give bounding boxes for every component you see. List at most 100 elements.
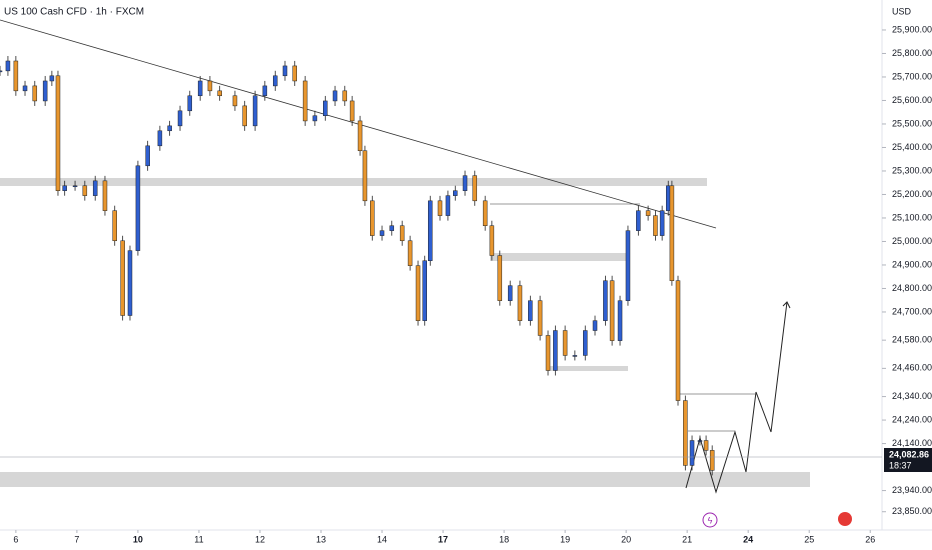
y-tick-label: 23,850.00	[892, 506, 932, 516]
candle-body	[437, 200, 443, 216]
y-tick-label: 23,940.00	[892, 485, 932, 495]
candle-body	[407, 240, 413, 266]
candle-body	[82, 185, 88, 196]
y-tick-label: 24,340.00	[892, 391, 932, 401]
candle-body	[675, 280, 681, 401]
y-tick-label: 24,700.00	[892, 306, 932, 316]
y-tick-label: 25,700.00	[892, 71, 932, 81]
candle-body	[262, 85, 268, 97]
x-tick-label: 20	[621, 534, 631, 544]
y-tick-label: 25,000.00	[892, 236, 932, 246]
candle-body	[13, 60, 19, 92]
candle-body	[22, 85, 28, 92]
x-tick-label: 6	[13, 534, 18, 544]
support-zone	[0, 472, 810, 487]
candle-body	[145, 145, 150, 167]
zone	[548, 366, 628, 371]
candle-body	[625, 230, 631, 301]
candle-body	[482, 200, 488, 226]
y-tick-label: 24,140.00	[892, 438, 932, 448]
candle-body	[703, 440, 709, 451]
candle-body	[292, 65, 298, 82]
candle-body	[603, 280, 608, 321]
event-icon-glyph: ϟ	[708, 515, 713, 525]
candle-body	[453, 190, 458, 196]
candle-body	[665, 185, 671, 211]
y-tick-label: 24,800.00	[892, 283, 932, 293]
candle-body	[517, 285, 523, 321]
candle-body	[617, 300, 623, 341]
candle-body	[653, 215, 658, 236]
candle-body	[127, 250, 133, 316]
x-tick-label: 19	[560, 534, 570, 544]
candle-body	[572, 355, 578, 357]
candle-body	[545, 335, 551, 371]
y-tick-label: 24,900.00	[892, 259, 932, 269]
x-tick-label: 13	[316, 534, 326, 544]
candle-body	[697, 440, 703, 442]
candle-body	[55, 75, 61, 191]
candle-body	[399, 225, 405, 242]
y-tick-label: 25,100.00	[892, 212, 932, 222]
candle-body	[507, 285, 513, 301]
candle-body	[72, 185, 78, 188]
candle-body	[427, 200, 433, 261]
candle-body	[332, 90, 338, 102]
y-tick-label: 25,300.00	[892, 165, 932, 175]
candle-body	[489, 225, 495, 256]
x-tick-label: 25	[804, 534, 814, 544]
candle-body	[609, 280, 615, 341]
candle-body	[528, 300, 533, 321]
y-tick-label: 25,400.00	[892, 142, 932, 152]
candle-body	[415, 265, 421, 321]
candle-body	[445, 195, 451, 216]
y-tick-label: 24,460.00	[892, 363, 932, 373]
candle-body	[562, 330, 568, 356]
zone	[490, 253, 630, 261]
candle-body	[582, 330, 588, 356]
candle-body	[120, 240, 125, 316]
x-tick-label: 14	[377, 534, 387, 544]
annotations: ϟ	[0, 0, 932, 531]
x-tick-label: 26	[865, 534, 875, 544]
y-tick-label: 25,500.00	[892, 118, 932, 128]
candle-body	[689, 440, 695, 466]
projection-path	[685, 301, 788, 494]
chart-title: US 100 Cash CFD · 1h · FXCM	[4, 7, 144, 18]
candle-body	[302, 80, 308, 122]
candle-body	[389, 225, 395, 231]
x-tick-label: 24	[743, 534, 753, 544]
flag-icon[interactable]	[838, 512, 852, 526]
candle-body	[422, 260, 427, 321]
candle-body	[0, 70, 3, 73]
candle-body	[462, 175, 468, 191]
candle-body	[177, 110, 183, 127]
candle-body	[242, 105, 247, 127]
candle-body	[349, 100, 355, 122]
candle-body	[112, 210, 117, 242]
candle-body	[197, 80, 203, 97]
candle-body	[709, 450, 715, 471]
x-tick-label: 21	[682, 534, 692, 544]
candle-body	[472, 175, 478, 202]
candle-body	[362, 150, 368, 202]
y-tick-label: 24,240.00	[892, 414, 932, 424]
currency-label: USD	[892, 6, 912, 16]
candle-body	[252, 95, 258, 127]
y-tick-label: 24,580.00	[892, 335, 932, 345]
candle-body	[683, 400, 688, 466]
event-icon[interactable]	[702, 512, 718, 528]
y-tick-label: 25,800.00	[892, 48, 932, 58]
y-tick-label: 25,900.00	[892, 24, 932, 34]
candle-body	[217, 90, 222, 97]
candle-body	[497, 255, 503, 301]
x-tick-label: 7	[74, 534, 79, 544]
candle-body	[553, 330, 558, 371]
countdown: 18:37	[889, 460, 912, 470]
candle-body	[370, 200, 375, 236]
candle-body	[135, 165, 141, 251]
x-tick-label: 10	[133, 534, 143, 544]
resistance-zone	[0, 178, 707, 186]
candle-body	[207, 80, 213, 92]
